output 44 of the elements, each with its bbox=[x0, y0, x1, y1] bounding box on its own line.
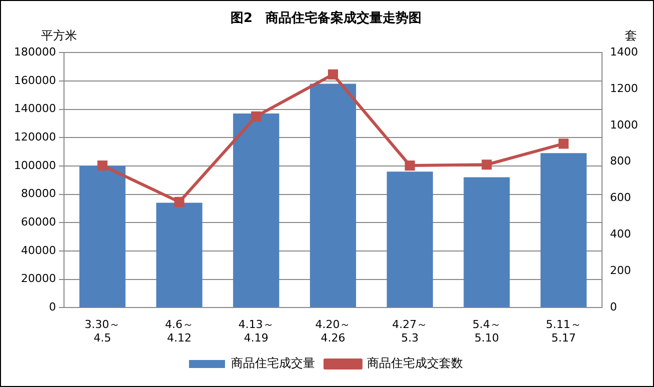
y-tick-label: 120000 bbox=[14, 130, 56, 144]
x-tick-label: 4.13～ 4.19 bbox=[238, 318, 274, 344]
point bbox=[174, 196, 184, 207]
x-tick-label: 5.4～ 5.10 bbox=[472, 318, 501, 344]
chart-title: 图2 商品住宅备案成交量走势图 bbox=[230, 10, 422, 26]
x-tick-label: 4.6～ 4.12 bbox=[165, 318, 194, 344]
bar bbox=[386, 172, 433, 308]
y2-tick-label: 800 bbox=[610, 154, 632, 168]
y-tick-label: 160000 bbox=[14, 74, 56, 87]
y2-tick-label: 1400 bbox=[610, 45, 638, 58]
y-tick-label: 80000 bbox=[20, 187, 56, 200]
point bbox=[97, 160, 108, 171]
point bbox=[251, 111, 262, 122]
x-tick-label: 4.27～ 5.3 bbox=[392, 318, 428, 344]
y-tick-label: 20000 bbox=[20, 272, 56, 286]
x-tick-label: 5.11～ 5.17 bbox=[546, 318, 582, 344]
y-tick-label: 100000 bbox=[14, 158, 56, 172]
legend-label: 商品住宅成交量 bbox=[231, 356, 315, 370]
bar bbox=[540, 153, 587, 308]
point bbox=[404, 160, 415, 171]
x-tick-label: 4.20～ 4.26 bbox=[315, 318, 351, 344]
y2-tick-label: 1000 bbox=[610, 118, 638, 132]
bar bbox=[310, 84, 356, 308]
x-tick-label: 3.30～ 4.5 bbox=[84, 318, 120, 344]
y2-tick-label: 600 bbox=[610, 191, 632, 204]
y-tick-label: 180000 bbox=[14, 45, 56, 58]
y-axis-title: 平方米 bbox=[41, 28, 77, 43]
y2-tick-label: 0 bbox=[610, 300, 618, 314]
y-tick-label: 0 bbox=[48, 300, 56, 314]
legend-label: 商品住宅成交套数 bbox=[367, 356, 463, 370]
point bbox=[482, 160, 492, 170]
y2-tick-label: 400 bbox=[610, 228, 632, 241]
y2-axis-title: 套 bbox=[625, 28, 637, 43]
bar bbox=[79, 166, 126, 308]
bar bbox=[233, 114, 280, 308]
y-tick-label: 60000 bbox=[20, 215, 56, 228]
y2-tick-label: 1200 bbox=[610, 82, 638, 95]
y-tick-label: 140000 bbox=[14, 102, 56, 116]
bar bbox=[156, 202, 202, 308]
y2-tick-label: 200 bbox=[610, 264, 632, 278]
y-tick-label: 40000 bbox=[20, 244, 56, 257]
point bbox=[328, 69, 338, 80]
point bbox=[558, 138, 569, 149]
bar bbox=[464, 177, 510, 308]
